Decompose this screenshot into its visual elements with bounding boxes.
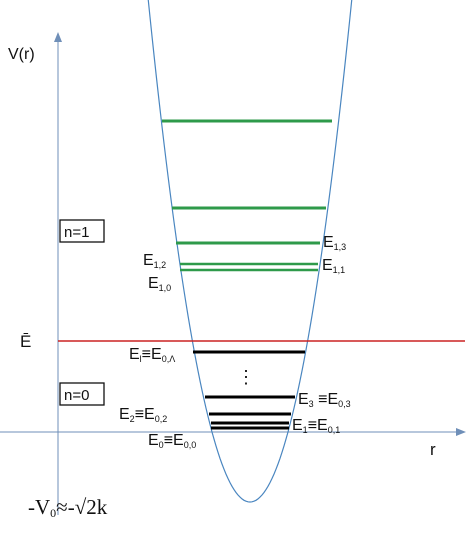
- label-e1: E1≡E0,1: [292, 417, 340, 435]
- label-e0: E0≡E0,0: [148, 432, 196, 450]
- label-e11: E1,1: [322, 257, 345, 275]
- label-e10: E1,0: [148, 275, 171, 293]
- v0-label: -V0≈-√2k: [28, 495, 108, 520]
- label-el: El≡E0,Λ: [129, 346, 175, 364]
- band-label-n0: n=0: [64, 387, 89, 404]
- label-e3: E3 ≡E0,3: [298, 391, 351, 409]
- e-bar-label: Ē: [20, 332, 31, 351]
- x-axis-label: r: [430, 440, 436, 459]
- band-box-n1: [59, 219, 105, 243]
- level-ellipsis: ⋮: [237, 367, 255, 387]
- label-e12: E1,2: [143, 252, 166, 270]
- y-axis-arrow: [54, 32, 62, 42]
- label-e13: E1,3: [323, 234, 346, 252]
- band-label-n1: n=1: [64, 224, 89, 241]
- x-axis-arrow: [456, 428, 466, 436]
- band-box-n0: [59, 382, 105, 406]
- label-e2: E2≡E0,2: [119, 406, 167, 424]
- y-axis-label: V(r): [8, 46, 35, 63]
- potential-curve: [147, 0, 353, 503]
